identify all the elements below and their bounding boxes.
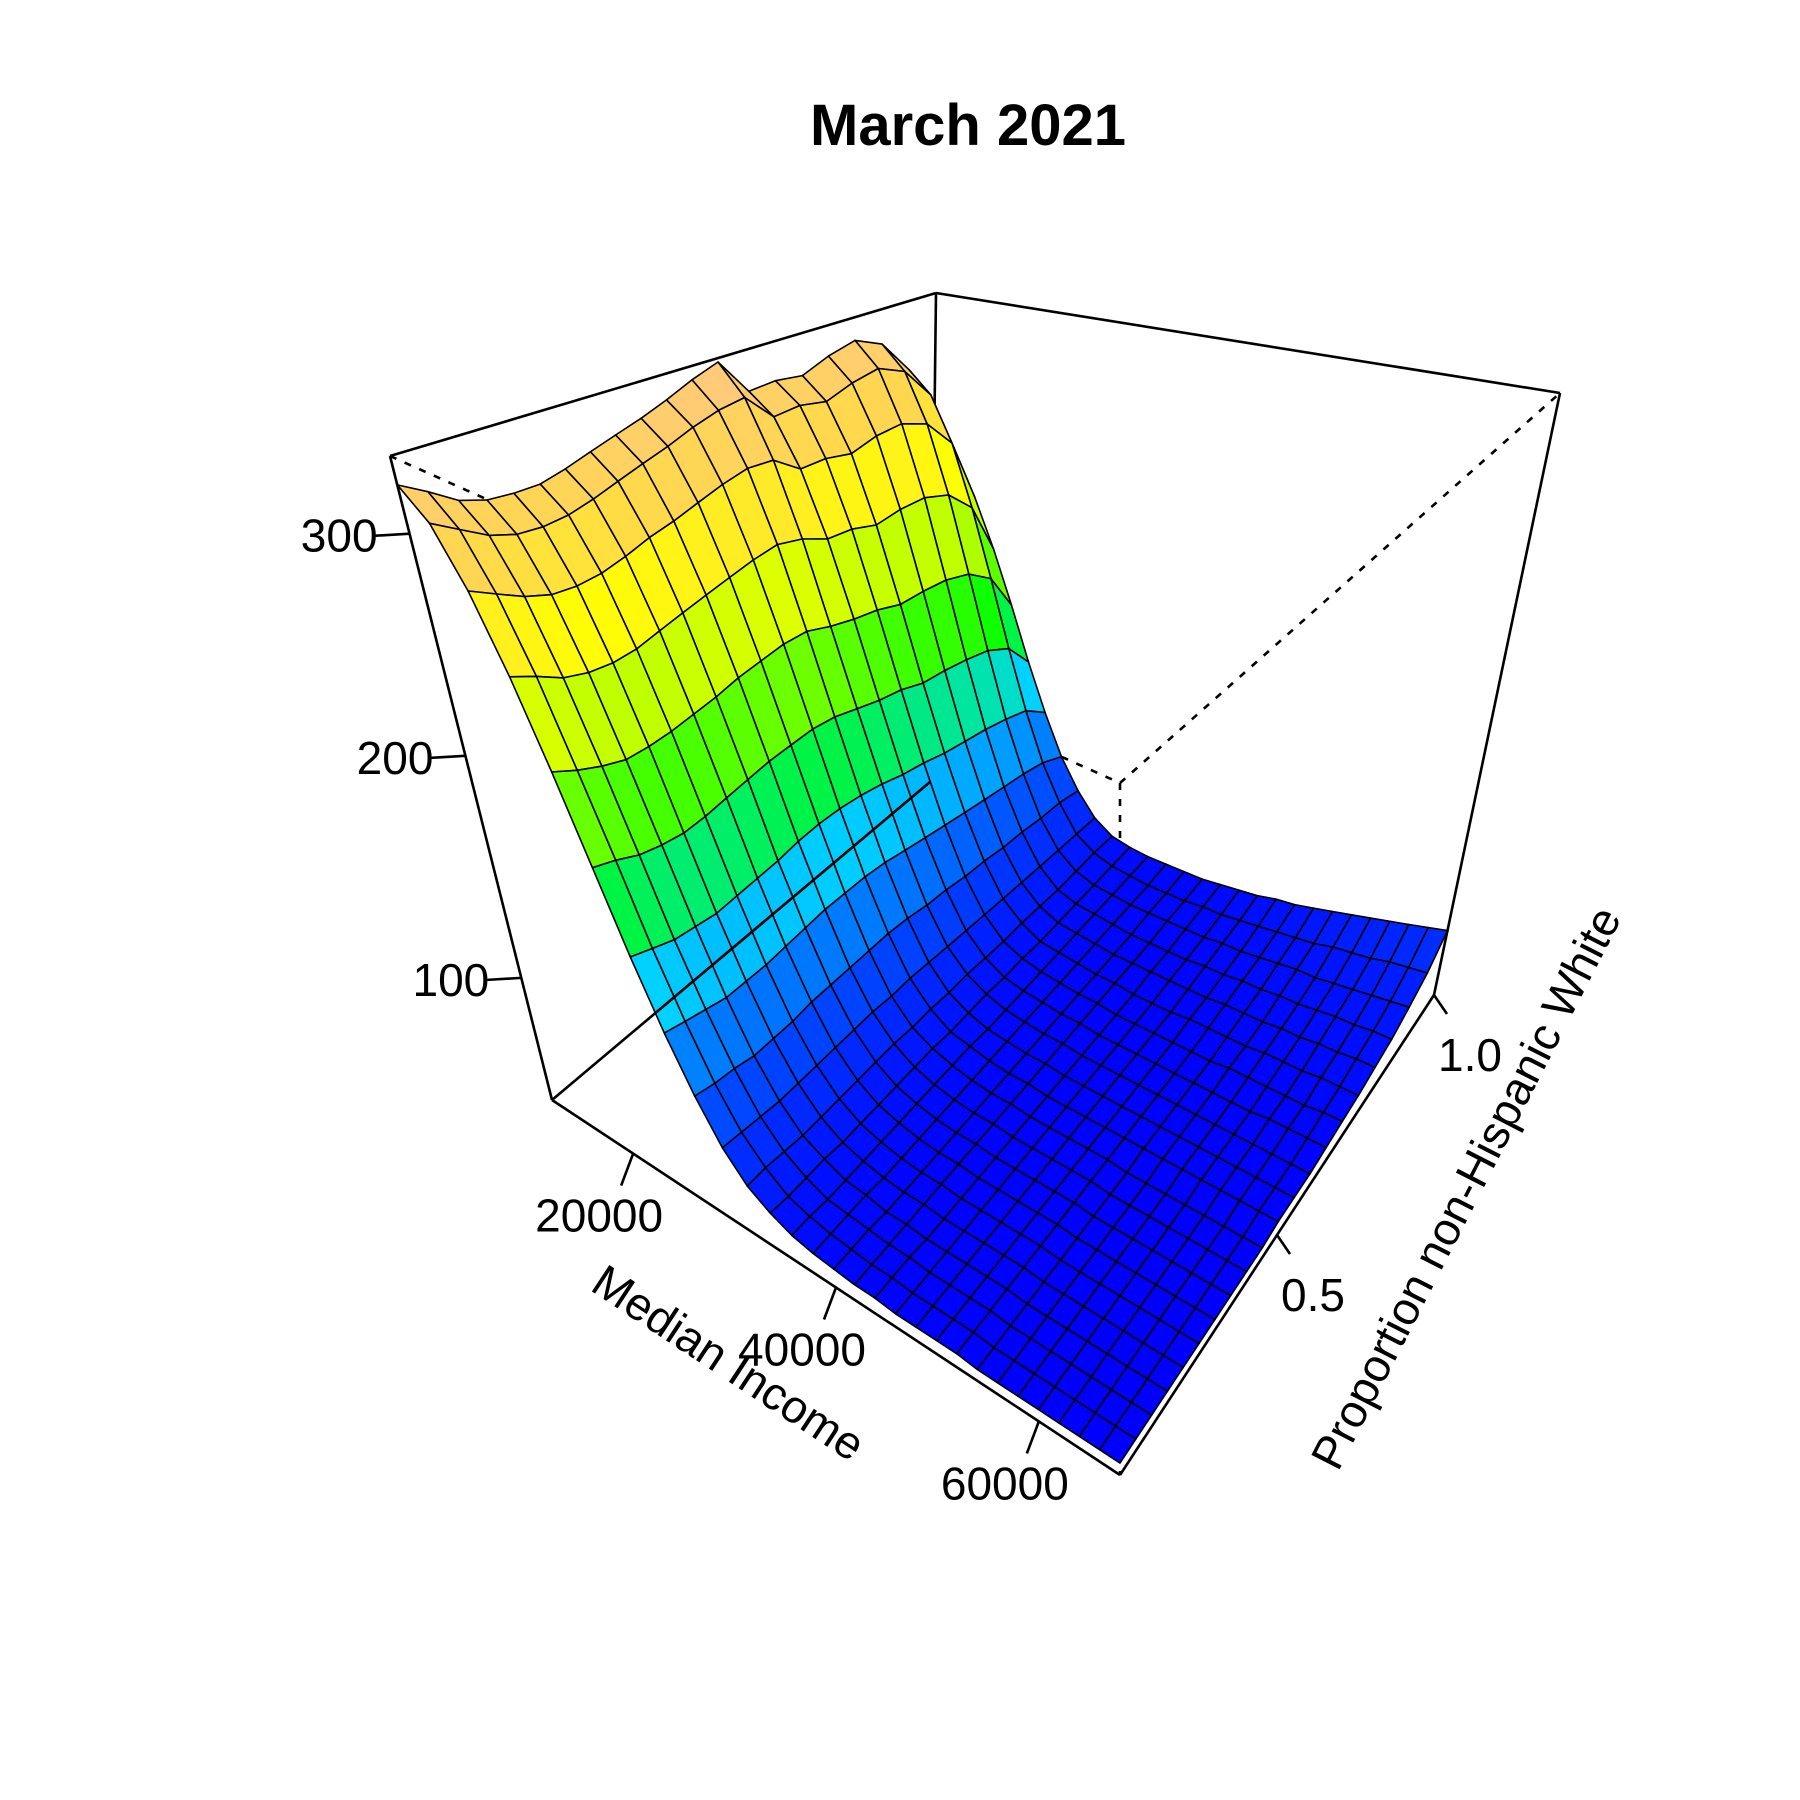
x-tick-mark (619, 1153, 635, 1187)
x-tick-label: 40000 (738, 1324, 866, 1376)
box-edge-top-right-hidden (1119, 392, 1561, 784)
y-tick-mark (1432, 994, 1449, 1015)
z-tick-label: 100 (413, 954, 490, 1006)
z-tick-mark (431, 754, 466, 760)
z-tick-label: 200 (357, 732, 434, 784)
y-tick-mark (1275, 1234, 1292, 1255)
box-edge-top-left (389, 291, 937, 458)
box-edge-bottom-left (551, 781, 931, 1101)
x-tick-mark (1025, 1420, 1041, 1454)
box-edge-right-vertical (1432, 392, 1562, 996)
y-tick-label: 1.0 (1438, 1029, 1502, 1081)
z-tick-mark (375, 532, 410, 538)
chart-title: March 2021 (810, 93, 1126, 158)
axis-ticks: 100 200 300 20000 40000 60000 0.5 1.0 (301, 510, 1502, 1510)
y-tick-label: 0.5 (1281, 1269, 1345, 1321)
x-tick-label: 20000 (535, 1190, 663, 1242)
z-tick-mark (487, 976, 522, 982)
surface-mesh (396, 339, 1449, 1464)
x-tick-label: 60000 (941, 1457, 1069, 1509)
box-edge-top-back (935, 291, 1561, 395)
surface-facet (1098, 1425, 1137, 1464)
z-axis-line (388, 455, 554, 1101)
x-tick-mark (822, 1287, 838, 1320)
z-tick-label: 300 (301, 510, 378, 562)
